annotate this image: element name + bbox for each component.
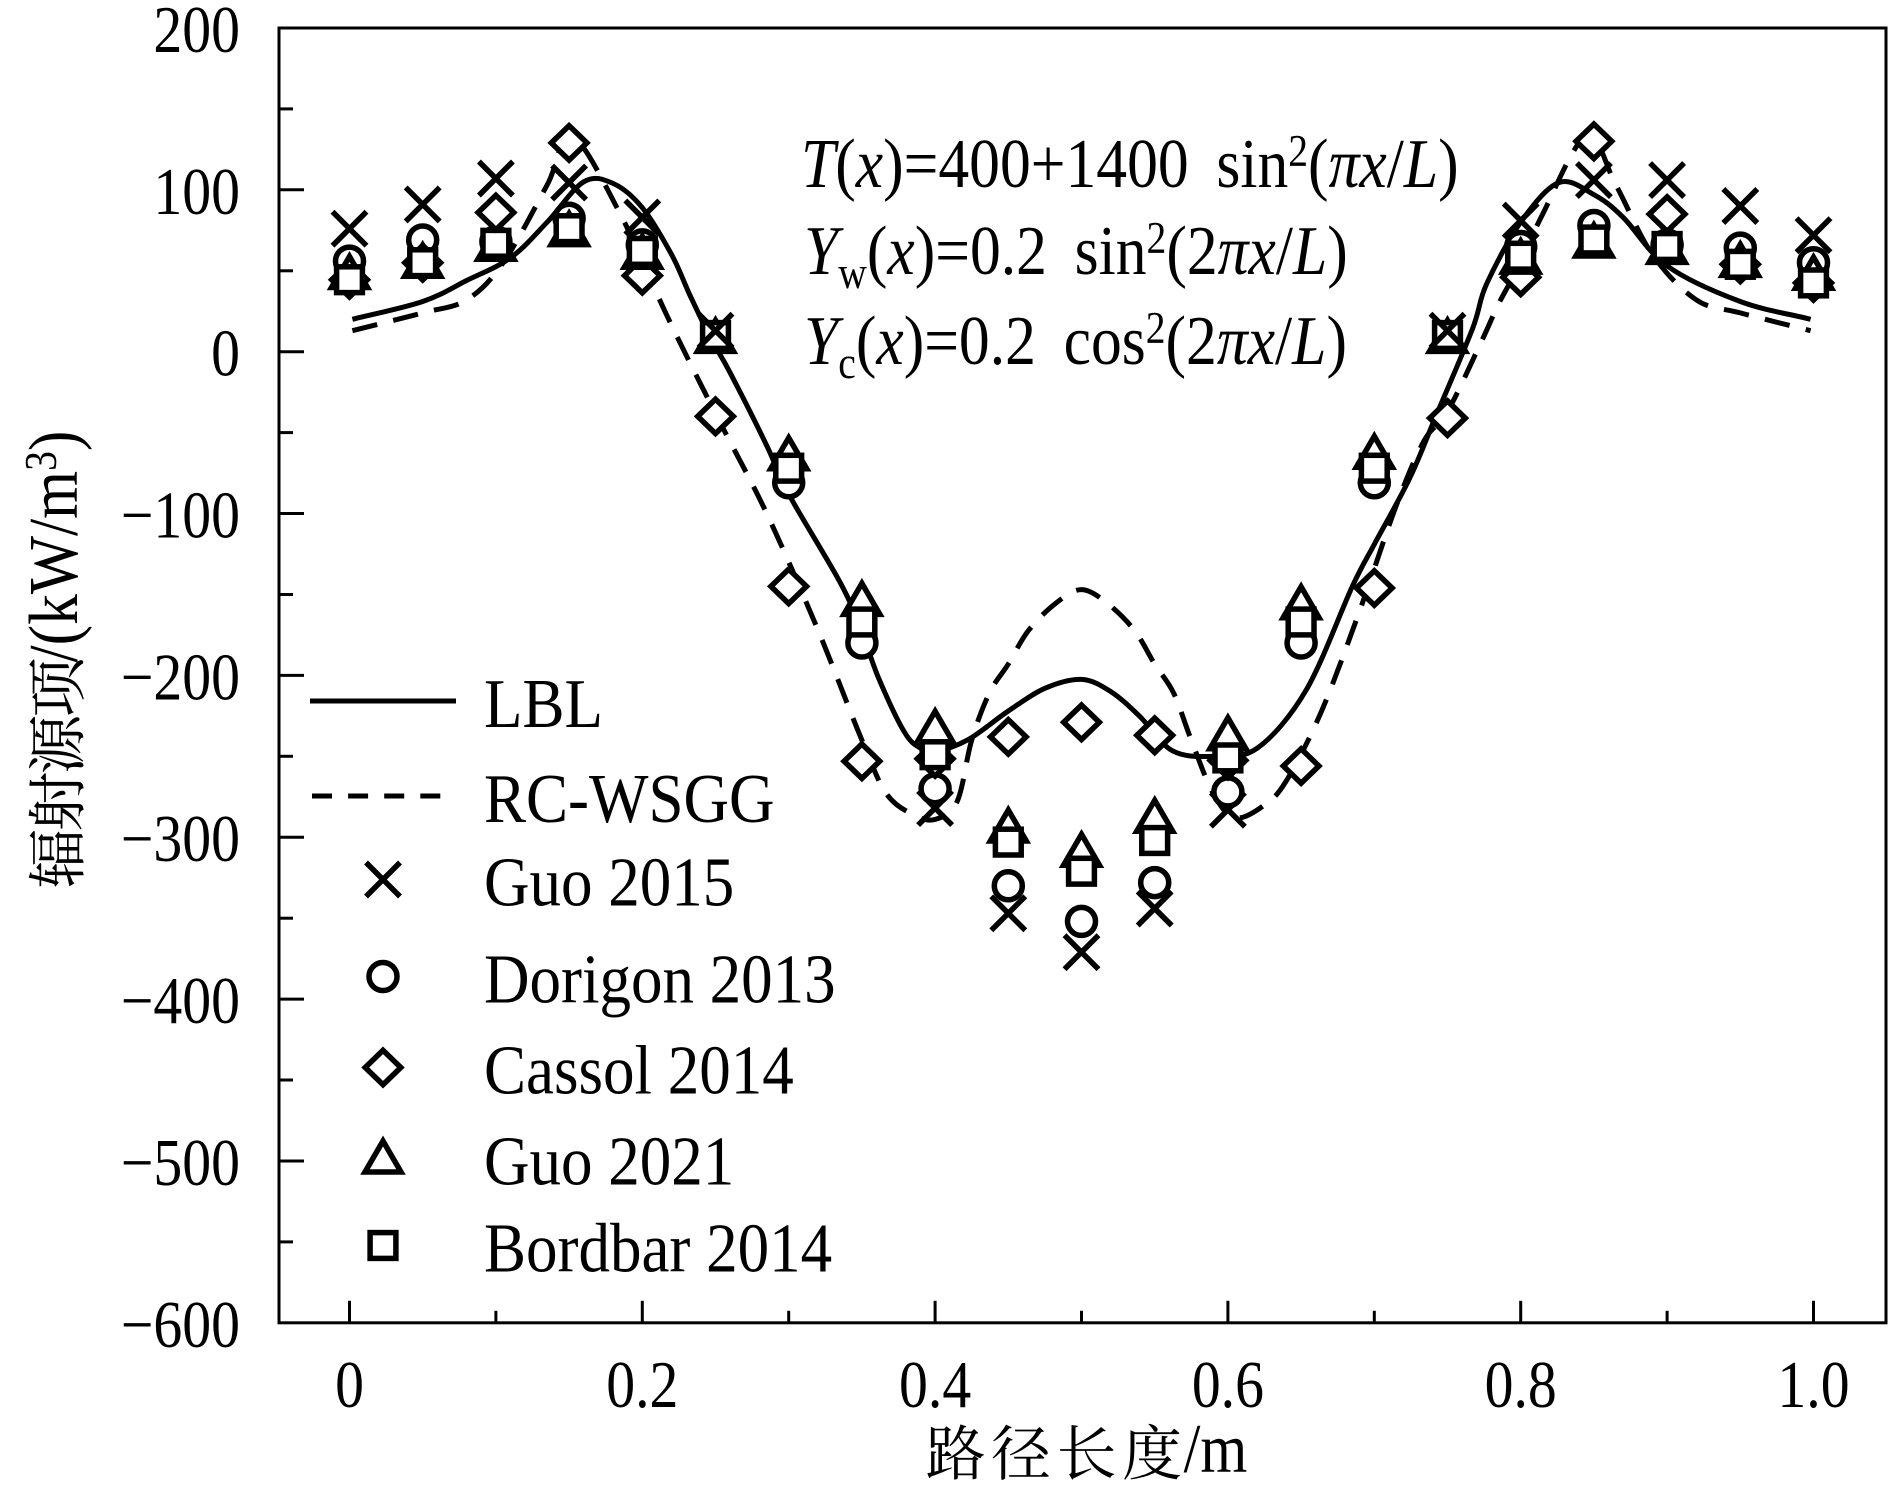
svg-text:100: 100	[153, 154, 240, 229]
svg-text:200: 200	[153, 0, 240, 67]
svg-text:Cassol 2014: Cassol 2014	[484, 1033, 794, 1110]
svg-text:Dorigon 2013: Dorigon 2013	[484, 942, 836, 1019]
svg-text:0.6: 0.6	[1192, 1347, 1264, 1422]
svg-text:Bordbar 2014: Bordbar 2014	[484, 1211, 832, 1288]
svg-text:−500: −500	[121, 1125, 240, 1200]
svg-text:/(kW/m3): /(kW/m3)	[15, 431, 93, 663]
svg-text:−600: −600	[121, 1287, 240, 1362]
svg-text:/m: /m	[1184, 1411, 1248, 1488]
svg-text:1.0: 1.0	[1777, 1347, 1849, 1422]
svg-text:0: 0	[335, 1347, 364, 1422]
svg-text:−100: −100	[121, 478, 240, 553]
svg-text:Yc​(x)=0.2 cos2​(2πx/L): Yc​(x)=0.2 cos2​(2πx/L)	[804, 302, 1347, 388]
svg-text:LBL: LBL	[484, 666, 603, 743]
svg-text:−200: −200	[121, 639, 240, 714]
svg-text:Yw​(x)=0.2 sin2​(2πx/L): Yw​(x)=0.2 sin2​(2πx/L)	[804, 212, 1348, 298]
svg-text:0.8: 0.8	[1485, 1347, 1557, 1422]
svg-text:0.2: 0.2	[606, 1347, 678, 1422]
svg-text:Guo 2015: Guo 2015	[484, 845, 734, 922]
svg-text:Guo 2021: Guo 2021	[484, 1124, 734, 1201]
svg-text:T(x)=400+1400 sin2​(πx/L): T(x)=400+1400 sin2​(πx/L)	[801, 125, 1459, 203]
svg-text:−400: −400	[121, 963, 240, 1038]
svg-text:0: 0	[211, 316, 240, 391]
svg-text:RC-WSGG: RC-WSGG	[484, 761, 774, 838]
svg-text:0.4: 0.4	[899, 1347, 971, 1422]
svg-text:−300: −300	[121, 801, 240, 876]
